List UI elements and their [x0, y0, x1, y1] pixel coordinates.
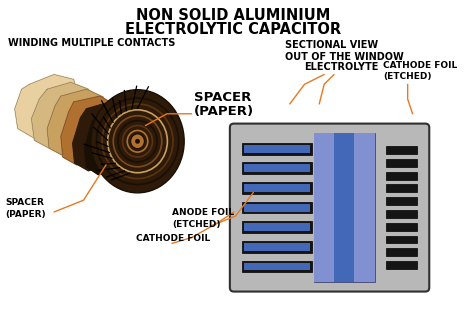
Text: WINDING MULTIPLE CONTACTS: WINDING MULTIPLE CONTACTS — [8, 38, 175, 48]
Bar — [354, 133, 375, 282]
Bar — [386, 210, 418, 218]
Bar — [242, 143, 312, 155]
Text: SPACER: SPACER — [5, 198, 44, 207]
Text: CATHODE FOIL: CATHODE FOIL — [383, 61, 457, 69]
Bar — [242, 261, 312, 272]
Text: (PAPER): (PAPER) — [193, 105, 254, 118]
Polygon shape — [61, 96, 120, 165]
Bar — [386, 248, 418, 256]
Bar — [386, 197, 418, 205]
Bar — [244, 145, 310, 152]
Bar — [386, 159, 418, 167]
Bar — [244, 184, 310, 192]
Text: (PAPER): (PAPER) — [5, 210, 46, 219]
FancyBboxPatch shape — [230, 124, 429, 292]
Text: (ETCHED): (ETCHED) — [383, 72, 432, 81]
Polygon shape — [47, 89, 108, 156]
Text: (ETCHED): (ETCHED) — [172, 220, 220, 229]
Bar — [244, 223, 310, 231]
Text: ANODE FOIL: ANODE FOIL — [172, 208, 234, 217]
Polygon shape — [15, 74, 79, 138]
Bar — [314, 133, 334, 282]
Text: ELECTROLYTE: ELECTROLYTE — [304, 62, 379, 72]
Bar — [242, 241, 312, 253]
Ellipse shape — [91, 90, 184, 193]
Bar — [242, 182, 312, 194]
Text: SPACER: SPACER — [193, 91, 251, 104]
Bar — [242, 202, 312, 213]
Text: OUT OF THE WINDOW: OUT OF THE WINDOW — [285, 52, 404, 62]
Polygon shape — [73, 102, 130, 171]
Bar — [386, 261, 418, 269]
Bar — [244, 164, 310, 172]
Text: CATHODE FOIL: CATHODE FOIL — [136, 234, 210, 244]
Bar — [386, 236, 418, 244]
Polygon shape — [84, 107, 137, 175]
Bar — [386, 223, 418, 231]
Bar — [386, 146, 418, 154]
Bar — [242, 162, 312, 174]
Bar — [242, 221, 312, 233]
Bar — [334, 133, 354, 282]
Text: SECTIONAL VIEW: SECTIONAL VIEW — [285, 40, 378, 50]
Text: ELECTROLYTIC CAPACITOR: ELECTROLYTIC CAPACITOR — [125, 23, 341, 38]
Ellipse shape — [131, 134, 145, 149]
Bar — [386, 172, 418, 180]
Bar — [386, 184, 418, 192]
Bar — [244, 263, 310, 270]
Text: NON SOLID ALUMINIUM: NON SOLID ALUMINIUM — [136, 8, 330, 23]
Bar — [244, 204, 310, 212]
Bar — [314, 133, 375, 282]
Polygon shape — [31, 82, 93, 148]
Ellipse shape — [135, 139, 140, 144]
Bar — [244, 243, 310, 251]
